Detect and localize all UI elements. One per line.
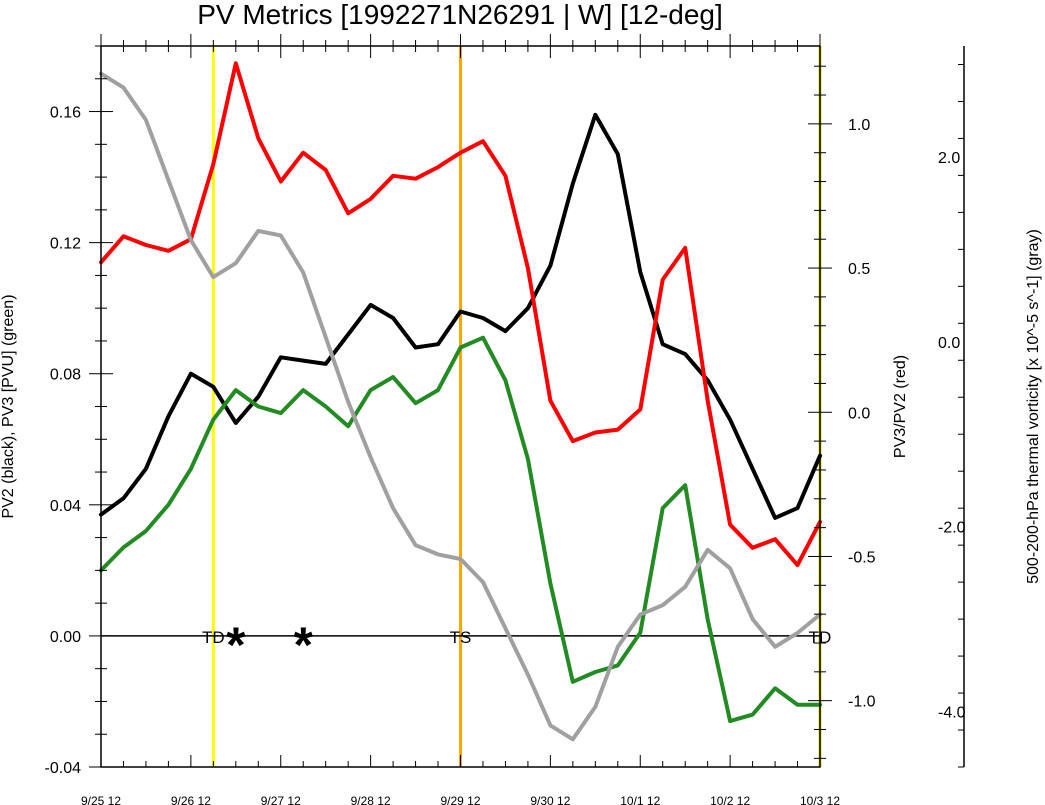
far-tick-label: -2.0 xyxy=(938,520,966,537)
stage-label: TS xyxy=(450,628,472,647)
left-axis: -0.04 0.00 0.04 0.08 0.12 0.16 xyxy=(45,45,113,777)
chart-title: PV Metrics [1992271N26291 | W] [12-deg] xyxy=(197,0,723,30)
x-tick-label: 9/28 12 xyxy=(351,794,391,805)
x-tick-label: 9/29 12 xyxy=(440,794,480,805)
x-tick-label: 9/26 12 xyxy=(171,794,211,805)
stage-label: TD xyxy=(809,628,832,647)
right-axis-label: PV3/PV2 (red) xyxy=(892,355,909,458)
left-tick-label: 0.00 xyxy=(50,629,81,646)
left-tick-label: 0.08 xyxy=(50,367,81,384)
left-axis-label: PV2 (black), PV3 [PVU] (green) xyxy=(0,294,17,518)
x-tick-label: 9/30 12 xyxy=(530,794,570,805)
left-tick-label: 0.12 xyxy=(50,236,81,253)
right-tick-label: 0.0 xyxy=(848,405,870,422)
series-line-3 xyxy=(99,71,822,742)
right-tick-label: 1.0 xyxy=(848,117,870,134)
far-tick-label: -4.0 xyxy=(938,705,966,722)
series-line-1 xyxy=(99,335,822,724)
marker-asterisk: * xyxy=(226,617,246,673)
far-tick-label: 2.0 xyxy=(938,150,960,167)
right-axis: -1.0 -0.5 0.0 0.5 1.0 xyxy=(808,65,876,759)
series-line-0 xyxy=(99,112,822,520)
x-tick-label: 9/27 12 xyxy=(261,794,301,805)
stage-labels: TD TS TD xyxy=(202,628,831,647)
far-right-axis-label: 500-200-hPa thermal vorticity [x 10^-5 s… xyxy=(1025,229,1042,584)
left-tick-label: 0.04 xyxy=(50,498,81,515)
x-axis: 9/25 12 9/26 12 9/27 12 9/28 12 9/29 12 9/30 … xyxy=(81,34,840,805)
right-tick-label: -1.0 xyxy=(848,694,876,711)
markers: * * xyxy=(226,617,313,673)
marker-asterisk: * xyxy=(293,617,313,673)
x-tick-label: 10/2 12 xyxy=(710,794,750,805)
x-tick-label: 10/1 12 xyxy=(620,794,660,805)
x-tick-label: 9/25 12 xyxy=(81,794,121,805)
left-tick-label: 0.16 xyxy=(50,105,81,122)
series-line-2 xyxy=(99,61,822,568)
left-tick-label: -0.04 xyxy=(45,760,82,777)
stage-label: TD xyxy=(202,628,225,647)
right-tick-label: -0.5 xyxy=(848,549,876,566)
x-tick-label: 10/3 12 xyxy=(800,794,840,805)
far-tick-label: 0.0 xyxy=(938,335,960,352)
series-lines xyxy=(99,61,822,742)
right-tick-label: 0.5 xyxy=(848,261,870,278)
far-right-axis: -4.0 -2.0 0.0 2.0 xyxy=(938,46,966,768)
